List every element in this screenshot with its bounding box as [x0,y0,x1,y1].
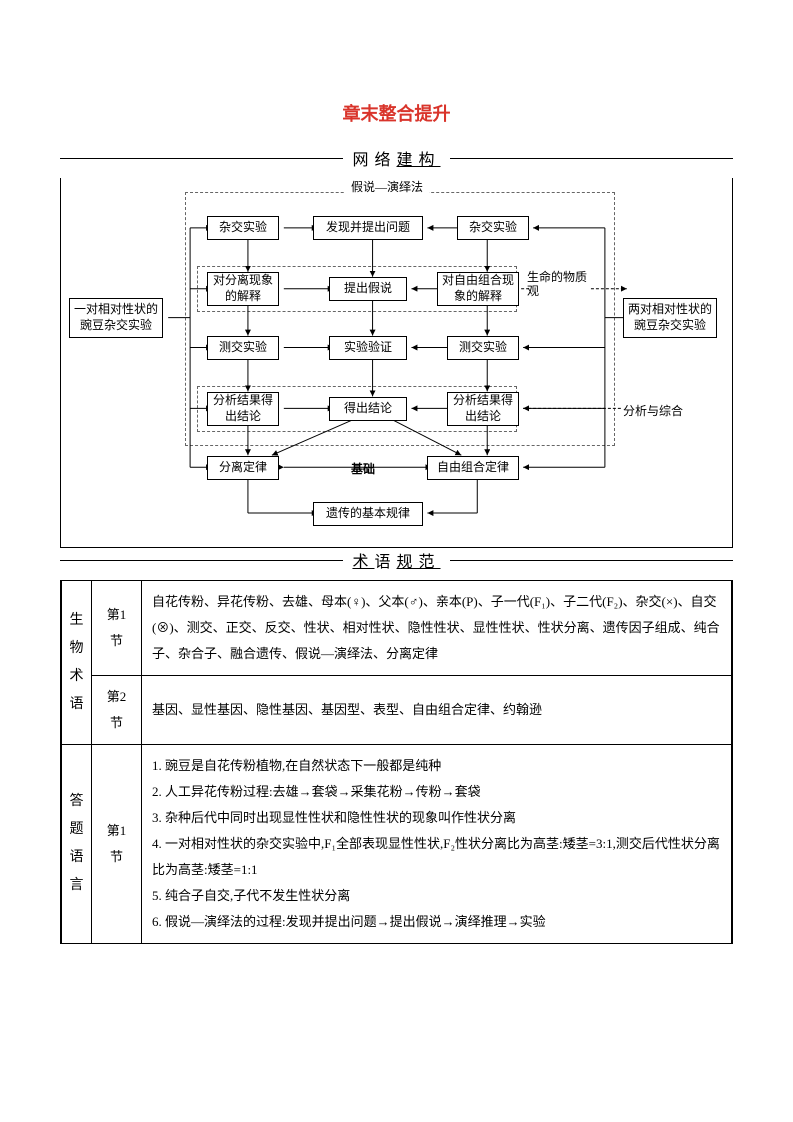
box-freecombo-explain: 对自由组合现象的解释 [437,272,519,306]
table-row: 第2节 基因、显性基因、隐性基因、基因型、表型、自由组合定律、约翰逊 [62,676,732,745]
box-draw-conclusion: 得出结论 [329,397,407,421]
label-basis: 基础 [351,460,375,477]
label-analysis-synthesis: 分析与综合 [623,402,683,419]
answer-lang-sec1: 1. 豌豆是自花传粉植物,在自然状态下一般都是纯种2. 人工异花传粉过程:去雄→… [142,745,732,944]
sec-label: 第1节 [92,581,142,676]
label-life-matter: 生命的物质观 [527,270,587,299]
bio-terms-sec2: 基因、显性基因、隐性基因、基因型、表型、自由组合定律、约翰逊 [142,676,732,745]
section2-u1: 术 [352,554,374,571]
box-analyze-left: 分析结果得出结论 [207,392,279,426]
bio-terms-sec1: 自花传粉、异花传粉、去雄、母本(♀)、父本(♂)、亲本(P)、子一代(F₁)、子… [142,581,732,676]
section-network-header: 网络建构 [60,146,733,170]
table-row: 生物术语 第1节 自花传粉、异花传粉、去雄、母本(♀)、父本(♂)、亲本(P)、… [62,581,732,676]
section1-underline: 建构 [397,152,441,169]
section2-plain: 语 [374,554,396,571]
table-row: 答题语言 第1节 1. 豌豆是自花传粉植物,在自然状态下一般都是纯种2. 人工异… [62,745,732,944]
box-separation-explain: 对分离现象的解释 [207,272,279,306]
cat-biology-terms: 生物术语 [62,581,92,745]
box-right-experiment: 两对相对性状的豌豆杂交实验 [623,298,717,338]
label-hypothesis-method: 假说—演绎法 [345,178,429,195]
box-separation-law: 分离定律 [207,456,279,480]
box-cross-exp-left: 杂交实验 [207,216,279,240]
terms-table-wrap: 生物术语 第1节 自花传粉、异花传粉、去雄、母本(♀)、父本(♂)、亲本(P)、… [60,580,733,944]
cat-answer-language: 答题语言 [62,745,92,944]
network-diagram: 假说—演绎法 生命的物质观 分析与综合 基础 一对相对性状的豌豆杂交实验 两对相… [60,178,733,548]
box-left-experiment: 一对相对性状的豌豆杂交实验 [69,298,163,338]
sec-label: 第1节 [92,745,142,944]
terms-table: 生物术语 第1节 自花传粉、异花传粉、去雄、母本(♀)、父本(♂)、亲本(P)、… [61,580,732,944]
box-cross-exp-right: 杂交实验 [457,216,529,240]
box-experiment-verify: 实验验证 [329,336,407,360]
box-propose-hypothesis: 提出假说 [329,277,407,301]
sec-label: 第2节 [92,676,142,745]
box-testcross-left: 测交实验 [207,336,279,360]
box-discover-problem: 发现并提出问题 [313,216,423,240]
box-freecombo-law: 自由组合定律 [427,456,519,480]
page-title: 章末整合提升 [60,100,733,126]
box-basic-rules: 遗传的基本规律 [313,502,423,526]
section-terms-header: 术语规范 [60,548,733,572]
box-testcross-right: 测交实验 [447,336,519,360]
box-analyze-right: 分析结果得出结论 [447,392,519,426]
section1-plain: 网络 [352,152,396,169]
section2-u2: 规范 [397,554,441,571]
